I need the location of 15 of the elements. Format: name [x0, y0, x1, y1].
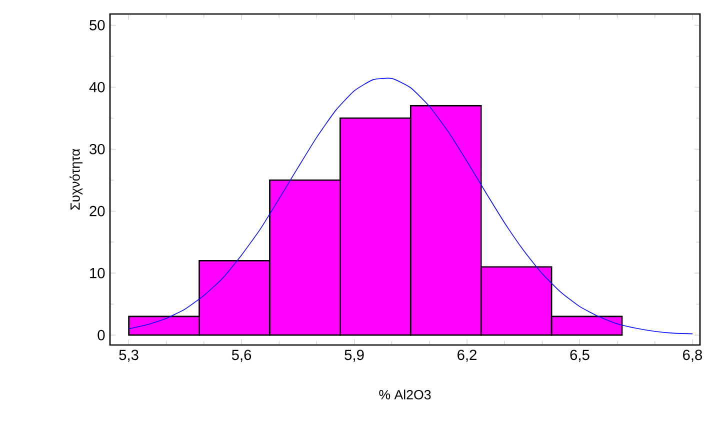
y-tick-label: 10 [90, 268, 105, 278]
x-tick-label: 6,5 [570, 350, 590, 362]
x-tick-label: 5,3 [119, 350, 138, 362]
y-tick-label: 50 [90, 20, 105, 30]
x-tick-label: 6,8 [683, 350, 702, 362]
y-tick-label: 0 [98, 330, 105, 340]
y-axis-title: Συχνότητα [70, 148, 82, 210]
x-tick-label: 5,9 [344, 350, 364, 362]
y-tick-label: 40 [89, 82, 105, 92]
y-tick-label: 30 [90, 144, 105, 154]
x-tick-label: 6,2 [458, 350, 476, 362]
y-tick-label: 20 [90, 206, 105, 216]
x-axis-title: % Al2O3 [379, 390, 431, 400]
line-series [128, 78, 693, 334]
x-tick-label: 5,6 [232, 350, 252, 362]
